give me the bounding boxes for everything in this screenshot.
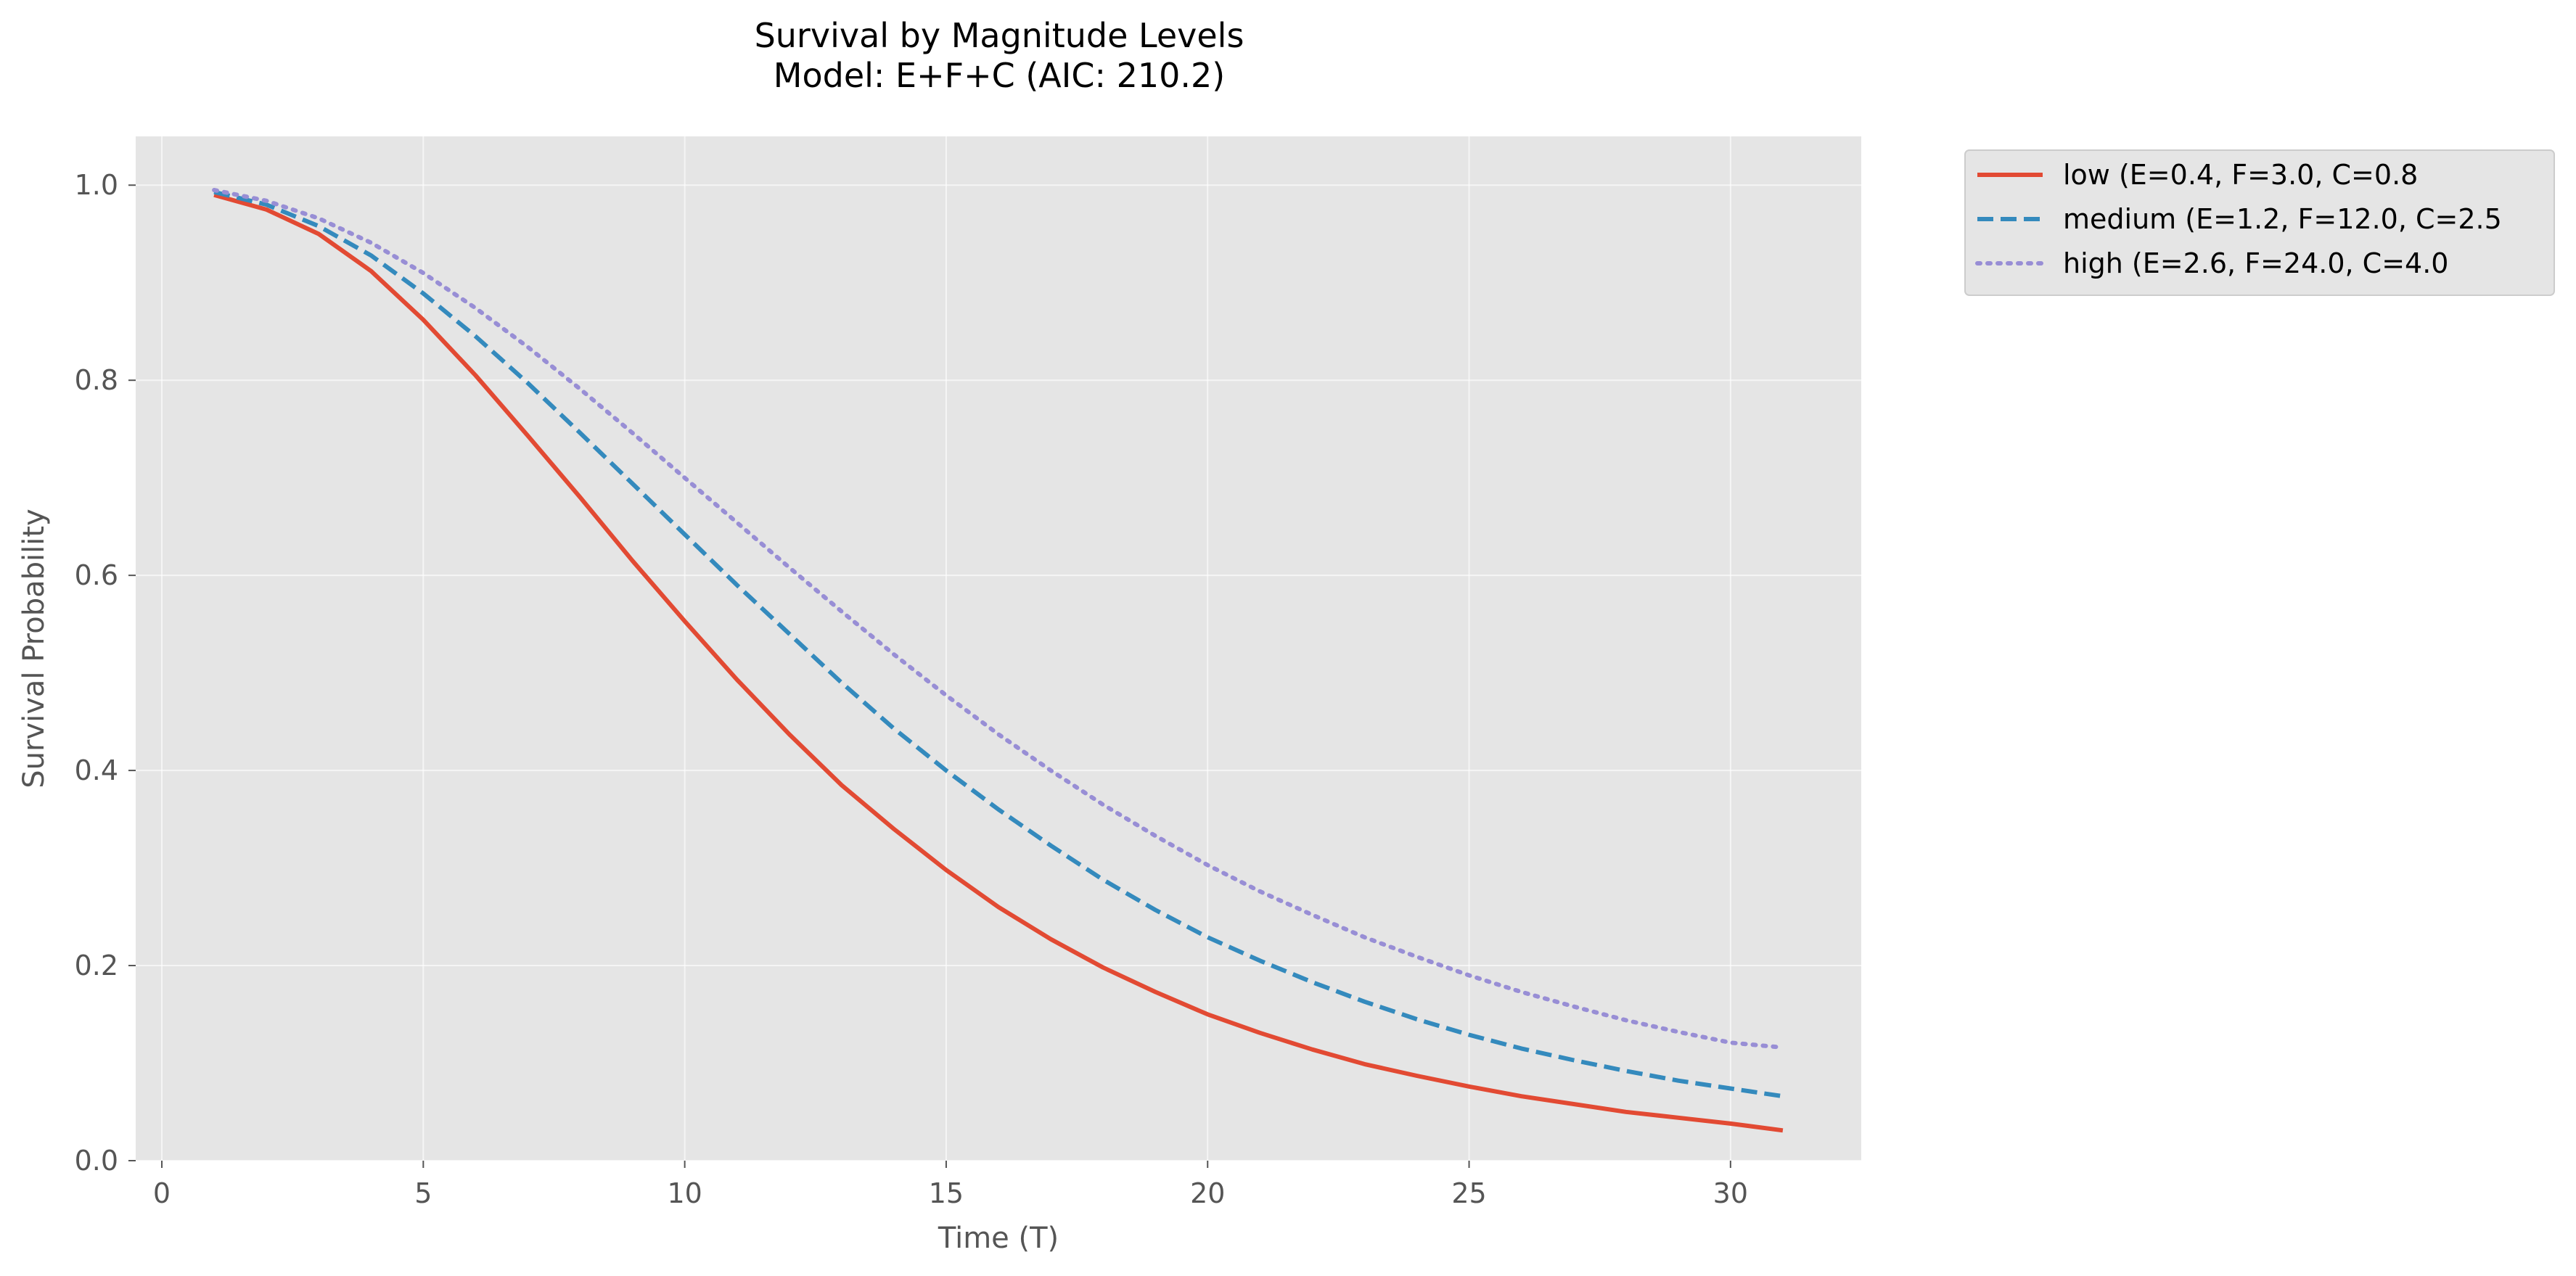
series-line-1: [213, 192, 1784, 1133]
series-lines: [212, 188, 1785, 1133]
legend-box: [1964, 149, 2555, 296]
series-line-3: [212, 188, 1785, 1050]
y-tick-label: 0.6: [75, 559, 118, 591]
chart-subtitle: Model: E+F+C (AIC: 210.2): [774, 56, 1225, 95]
legend-entry-label: high (E=2.6, F=24.0, C=4.0: [2063, 247, 2448, 279]
y-tick-label: 0.4: [75, 754, 118, 786]
axis-ticks: 0 5 10 15 20 25 30 0.0 0.2 0.4 0.6 0.8 1.0: [75, 169, 1748, 1209]
x-tick-label: 25: [1451, 1177, 1486, 1209]
y-tick-label: 0.8: [75, 364, 118, 396]
legend: low (E=0.4, F=3.0, C=0.8 medium (E=1.2, F…: [1964, 149, 2555, 296]
x-tick-label: 30: [1713, 1177, 1748, 1209]
y-axis-label: Survival Probability: [17, 509, 51, 788]
x-tick-label: 0: [153, 1177, 171, 1209]
x-tick-label: 10: [667, 1177, 702, 1209]
series-line-2: [213, 189, 1784, 1099]
chart-title: Survival by Magnitude Levels: [755, 16, 1244, 55]
y-tick-label: 0.2: [75, 950, 118, 981]
y-tick-label: 1.0: [75, 169, 118, 201]
legend-entry-label: low (E=0.4, F=3.0, C=0.8: [2063, 159, 2418, 191]
x-tick-label: 5: [414, 1177, 432, 1209]
x-tick-label: 15: [929, 1177, 964, 1209]
x-tick-label: 20: [1190, 1177, 1225, 1209]
x-axis-label: Time (T): [938, 1222, 1059, 1255]
legend-entry-label: medium (E=1.2, F=12.0, C=2.5: [2063, 203, 2502, 235]
y-tick-label: 0.0: [75, 1145, 118, 1177]
